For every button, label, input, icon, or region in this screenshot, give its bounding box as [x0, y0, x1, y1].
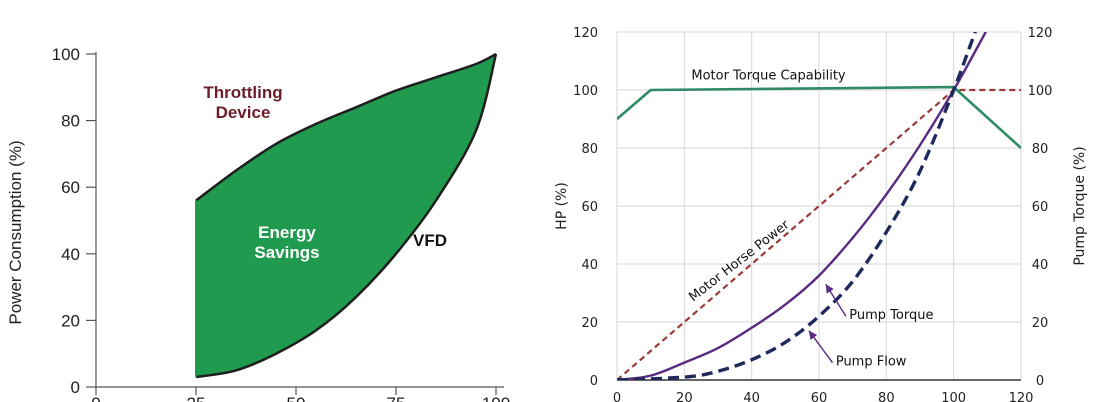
x-tick-label: 75	[387, 394, 406, 402]
annotation-motor-torque-capability: Motor Torque Capability	[691, 68, 846, 83]
x-tick-label: 100	[941, 391, 966, 402]
annotation-motor-horse-power: Motor Horse Power	[686, 217, 793, 305]
annotation-pump-torque: Pump Torque	[849, 308, 933, 323]
x-tick-label: 100	[482, 394, 510, 402]
y-tick-label: 80	[581, 142, 598, 157]
annotation-energy-savings: Energy Savings	[254, 223, 319, 262]
annotation-pump-flow: Pump Flow	[836, 355, 907, 370]
x-tick-label: 0	[613, 391, 621, 402]
y-tick-label: 120	[573, 26, 598, 41]
annotation-vfd: VFD	[413, 231, 447, 250]
y2-axis-label-pump-torque: Pump Torque (%)	[1072, 146, 1088, 265]
annotation-throttling-device: Throttling Device	[203, 83, 282, 122]
x-tick-label: 20	[676, 391, 693, 402]
x-tick-label: 80	[878, 391, 895, 402]
y2-tick-label: 40	[1032, 258, 1049, 273]
power-consumption-chart: 0 20 40 60 80 100 0 25 50 75 100 Power Consumptio…	[6, 45, 510, 402]
series-vfd	[195, 53, 498, 379]
pump-torque-leader	[825, 283, 847, 317]
y-tick-label: 60	[61, 178, 80, 197]
y-axis-label-hp: HP (%)	[554, 182, 570, 230]
energy-savings-area	[196, 54, 496, 377]
series-pump-flow	[617, 32, 977, 380]
pump-flow-leader	[808, 330, 834, 364]
motor-pump-chart: 0 20 40 60 80 100 120 0 20 40 60 80 100 120 0 20 40 60 8…	[554, 26, 1088, 402]
y-tick-label: 0	[590, 374, 598, 389]
y-tick-label: 0	[71, 378, 80, 397]
x-tick-label: 60	[811, 391, 828, 402]
y-tick-label: 100	[573, 84, 598, 99]
y-tick-label: 100	[52, 45, 80, 64]
series-throttling-device	[195, 52, 497, 202]
x-tick-label: 40	[743, 391, 760, 402]
y-tick-label: 20	[61, 311, 80, 330]
y-tick-label: 60	[581, 200, 598, 215]
x-tick-label: 50	[287, 394, 306, 402]
y2-tick-label: 80	[1032, 142, 1049, 157]
series-pump-torque	[617, 32, 988, 380]
x-tick-label: 25	[187, 394, 206, 402]
y2-tick-label: 0	[1036, 374, 1044, 389]
x-tick-label: 0	[91, 394, 100, 402]
y-tick-label: 40	[581, 258, 598, 273]
y2-tick-label: 60	[1032, 200, 1049, 215]
y-tick-label: 80	[61, 112, 80, 131]
y-axis-label: Power Consumption (%)	[6, 140, 25, 324]
y2-tick-label: 20	[1032, 316, 1049, 331]
y2-tick-label: 100	[1028, 84, 1053, 99]
y-tick-label: 20	[581, 316, 598, 331]
y2-tick-label: 120	[1028, 26, 1053, 41]
x-tick-label: 120	[1009, 391, 1034, 402]
y-tick-label: 40	[61, 245, 80, 264]
series-motor-torque-capability	[617, 85, 1021, 149]
